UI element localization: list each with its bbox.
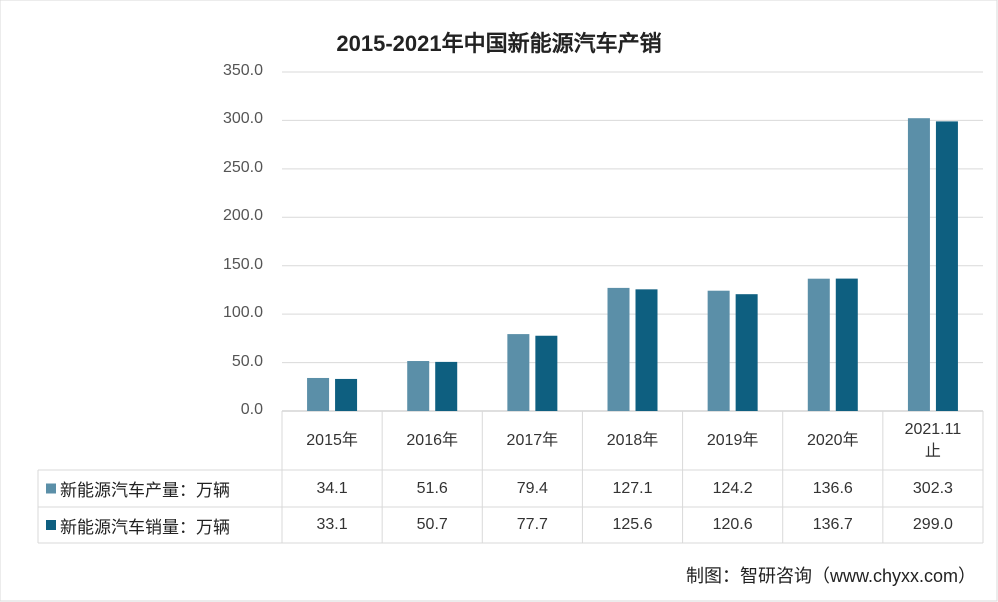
x-tick-label: 2015年 [282,411,382,470]
table-value: 125.6 [612,516,653,533]
y-tick-label: 350.0 [222,62,263,79]
y-tick-label: 150.0 [222,255,263,273]
x-tick-label: 2017年 [482,411,582,470]
table-value: 79.4 [516,479,548,497]
y-tick-label: 50.0 [231,352,263,370]
table-value: 33.1 [316,516,348,533]
bar [935,121,958,411]
category-label: 2020年 [806,431,859,449]
bar [835,278,858,411]
table-value: 34.1 [316,479,348,497]
legend-swatch [46,483,56,494]
y-tick-label: 300.0 [222,110,263,128]
table-value: 299.0 [912,516,953,533]
category-label: 2017年 [506,431,559,449]
table-value: 127.1 [612,479,653,497]
chart-title: 2015-2021年中国新能源汽车产销 [336,31,662,56]
x-tick-label: 2020年 [783,411,883,470]
y-tick-label: 100.0 [222,304,263,322]
legend-label: 新能源汽车产量：万辆 [60,481,230,500]
table-value: 50.7 [416,516,448,533]
legend-swatch [46,520,56,530]
table-value: 302.3 [912,479,953,497]
x-tick-label: 2019年 [683,411,783,470]
bar [707,290,730,411]
bar [635,289,658,411]
category-label: 2016年 [406,431,459,449]
bar [507,334,530,411]
table-value: 136.6 [812,479,853,497]
category-label: 2018年 [606,431,659,449]
category-label: 2019年 [706,431,759,449]
bar [307,377,330,411]
table-value: 120.6 [712,516,753,533]
category-label: 2015年 [306,431,358,449]
x-tick-label: 2016年 [382,411,482,470]
legend-label: 新能源汽车销量：万辆 [60,517,230,537]
x-tick-label: 2021.11止 [883,411,983,470]
bar [535,335,558,411]
y-tick-label: 200.0 [222,207,263,225]
y-tick-label: 0.0 [240,401,263,418]
table-value: 136.7 [812,516,853,533]
table-value: 51.6 [416,479,448,497]
source-note: 制图：智研咨询（www.chyxx.com） [685,566,976,586]
bar [735,294,758,411]
table-value: 77.7 [516,516,548,533]
bar [607,287,630,411]
x-tick-label: 2018年 [582,411,682,470]
y-tick-label: 250.0 [222,158,263,176]
table-value: 124.2 [712,479,753,497]
bar [807,278,830,411]
category-label: 2021.11止 [904,420,962,460]
bar [435,361,458,411]
bar [407,361,430,411]
bar [335,378,358,411]
bar [907,118,930,411]
